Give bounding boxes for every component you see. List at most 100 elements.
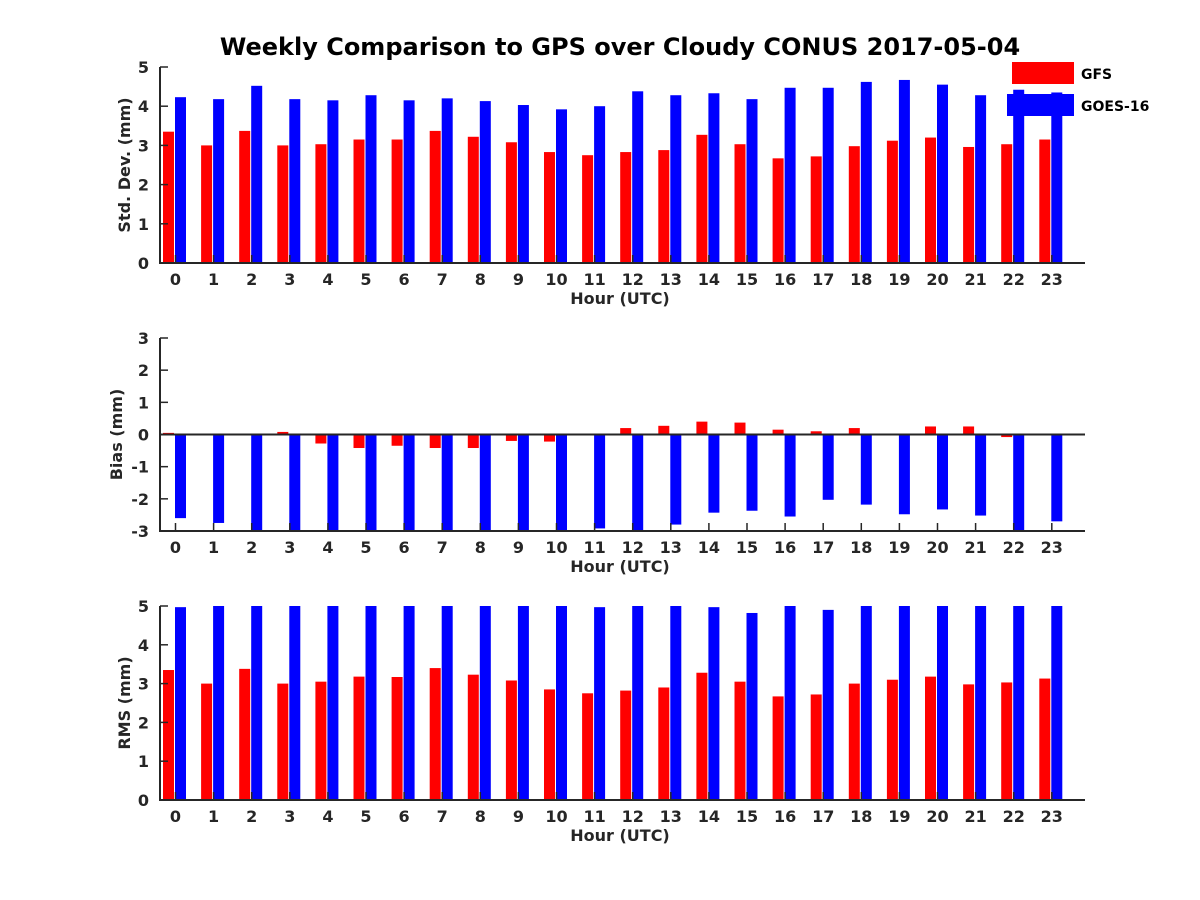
x-tick-label: 21	[964, 538, 986, 557]
bar-gfs-2	[239, 130, 251, 263]
bar-goes16-22	[1013, 89, 1025, 264]
bar-goes16-6	[403, 606, 415, 800]
x-tick-label: 14	[698, 270, 720, 289]
x-tick-label: 13	[660, 270, 682, 289]
bar-gfs-13	[658, 150, 670, 263]
x-tick-label: 8	[475, 538, 486, 557]
bar-gfs-20	[925, 676, 936, 800]
x-tick-label: 2	[246, 538, 257, 557]
x-axis-label: Hour (UTC)	[570, 557, 670, 576]
bar-gfs-8	[467, 136, 479, 263]
x-tick-label: 10	[545, 538, 567, 557]
x-tick-label: 4	[322, 538, 333, 557]
bar-goes16-3	[289, 434, 301, 531]
y-tick-label: 4	[138, 97, 149, 116]
bar-goes16-19	[898, 79, 910, 263]
bar-goes16-0	[175, 434, 186, 519]
bar-gfs-15	[734, 681, 746, 800]
bar-gfs-5	[353, 139, 365, 263]
bar-gfs-15	[734, 422, 746, 435]
bar-gfs-8	[467, 674, 479, 800]
bar-gfs-3	[277, 145, 289, 263]
x-tick-label: 15	[736, 538, 758, 557]
bar-goes16-11	[594, 434, 606, 529]
bar-goes16-16	[784, 606, 796, 800]
legend-swatch-gfs	[1012, 62, 1074, 84]
bar-goes16-4	[327, 434, 339, 531]
y-tick-label: 2	[138, 361, 149, 380]
x-tick-label: 20	[926, 270, 948, 289]
x-tick-label: 19	[888, 807, 910, 826]
bar-goes16-21	[975, 606, 987, 800]
bar-gfs-16	[772, 158, 784, 263]
y-tick-label: -2	[131, 490, 149, 509]
x-tick-label: 17	[812, 270, 834, 289]
bar-gfs-2	[239, 668, 251, 800]
x-tick-label: 17	[812, 538, 834, 557]
bar-goes16-5	[365, 434, 377, 531]
bar-gfs-0	[163, 131, 174, 263]
bar-goes16-12	[632, 606, 644, 800]
y-tick-label: 4	[138, 636, 149, 655]
x-tick-label: 0	[170, 538, 181, 557]
bar-goes16-23	[1051, 92, 1063, 263]
bar-gfs-0	[163, 670, 174, 800]
bar-goes16-14	[708, 434, 720, 513]
bar-gfs-10	[544, 152, 555, 263]
x-tick-label: 12	[622, 807, 644, 826]
x-tick-label: 2	[246, 270, 257, 289]
bar-gfs-12	[620, 690, 632, 800]
bar-goes16-16	[784, 434, 796, 517]
bar-gfs-21	[963, 684, 975, 800]
x-tick-label: 13	[660, 807, 682, 826]
bar-gfs-10	[544, 689, 555, 800]
x-tick-label: 14	[698, 538, 720, 557]
x-tick-label: 9	[513, 807, 524, 826]
y-tick-label: 1	[138, 752, 149, 771]
bar-gfs-7	[429, 668, 441, 800]
x-tick-label: 23	[1041, 538, 1063, 557]
bar-gfs-22	[1001, 682, 1013, 800]
bar-goes16-6	[403, 100, 415, 263]
bar-gfs-6	[391, 677, 403, 800]
bar-gfs-3	[277, 431, 289, 435]
bar-goes16-4	[327, 606, 339, 800]
bar-goes16-18	[860, 81, 872, 264]
bar-gfs-18	[848, 683, 860, 800]
x-tick-label: 16	[774, 807, 796, 826]
x-tick-label: 16	[774, 538, 796, 557]
x-tick-label: 8	[475, 270, 486, 289]
x-tick-label: 17	[812, 807, 834, 826]
bar-goes16-23	[1051, 434, 1063, 522]
bar-goes16-13	[670, 434, 682, 525]
x-tick-label: 5	[360, 538, 371, 557]
x-tick-label: 13	[660, 538, 682, 557]
bar-goes16-8	[479, 101, 491, 263]
x-tick-label: 12	[622, 270, 644, 289]
bar-gfs-22	[1001, 434, 1013, 438]
x-tick-label: 7	[437, 270, 448, 289]
bar-goes16-11	[594, 106, 606, 263]
bar-goes16-0	[175, 607, 186, 800]
legend-swatch-goes16	[1007, 94, 1074, 116]
x-tick-label: 10	[545, 807, 567, 826]
bar-goes16-9	[517, 434, 529, 531]
bar-goes16-19	[898, 606, 910, 800]
bar-gfs-16	[772, 696, 784, 800]
x-tick-label: 18	[850, 807, 872, 826]
bar-gfs-7	[429, 434, 441, 449]
bar-goes16-4	[327, 100, 339, 263]
y-tick-label: -3	[131, 522, 149, 541]
bar-gfs-13	[658, 687, 670, 800]
bar-gfs-11	[582, 155, 594, 263]
legend: GFS GOES-16	[1007, 62, 1149, 116]
x-tick-label: 5	[360, 270, 371, 289]
bar-goes16-12	[632, 91, 644, 263]
y-tick-label: 0	[138, 254, 149, 273]
bar-gfs-18	[848, 428, 860, 435]
x-tick-label: 6	[399, 807, 410, 826]
x-tick-label: 5	[360, 807, 371, 826]
bar-gfs-17	[810, 694, 822, 800]
